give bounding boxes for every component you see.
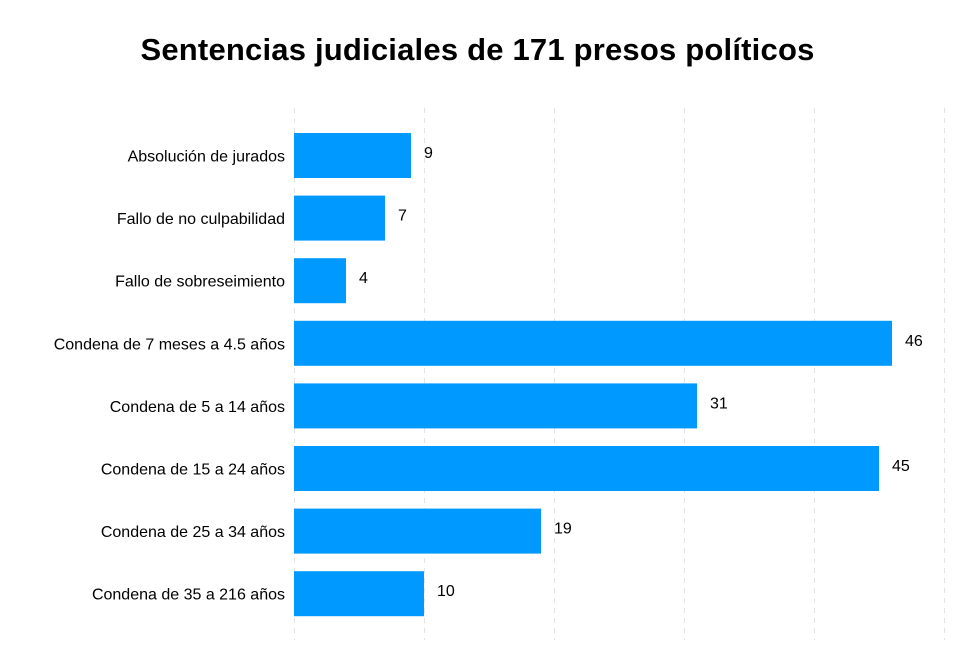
grid-lines <box>294 108 945 640</box>
value-label: 45 <box>892 458 910 475</box>
category-label: Condena de 7 meses a 4.5 años <box>54 336 285 353</box>
category-label: Condena de 5 a 14 años <box>110 399 285 416</box>
value-label: 46 <box>905 333 923 350</box>
bar <box>294 258 346 304</box>
bar <box>294 446 879 491</box>
bar <box>294 508 541 554</box>
bar <box>294 133 411 178</box>
category-label: Condena de 25 a 34 años <box>101 524 285 541</box>
category-label: Condena de 35 a 216 años <box>92 587 285 604</box>
category-label: Condena de 15 a 24 años <box>101 462 285 479</box>
value-label: 9 <box>424 145 433 162</box>
chart-title: Sentencias judiciales de 171 presos polí… <box>140 32 815 67</box>
category-label: Fallo de no culpabilidad <box>117 211 285 228</box>
category-label: Fallo de sobreseimiento <box>115 274 285 291</box>
bars <box>294 133 892 617</box>
value-label: 31 <box>710 395 728 412</box>
bar <box>294 320 892 366</box>
category-labels: Absolución de jurados Fallo de no culpabi… <box>54 149 285 604</box>
value-label: 10 <box>437 583 455 600</box>
category-label: Absolución de jurados <box>128 149 285 166</box>
value-label: 19 <box>554 521 572 538</box>
bar <box>294 383 697 429</box>
value-labels: 9 7 4 46 31 45 19 10 <box>359 145 923 600</box>
bar <box>294 571 424 617</box>
value-label: 4 <box>359 270 368 287</box>
value-label: 7 <box>398 208 407 225</box>
bar <box>294 195 385 241</box>
